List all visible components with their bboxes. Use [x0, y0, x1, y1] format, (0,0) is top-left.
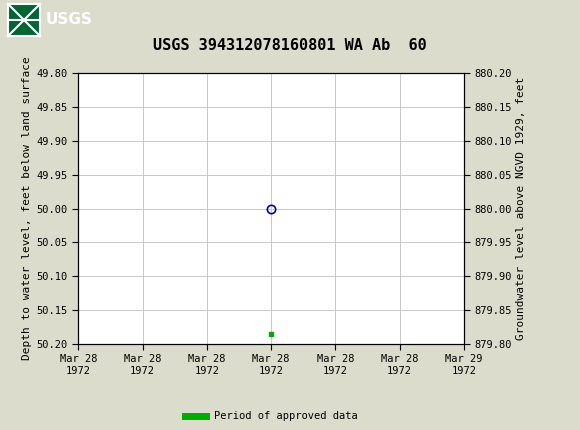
- Text: USGS 394312078160801 WA Ab  60: USGS 394312078160801 WA Ab 60: [153, 38, 427, 52]
- Bar: [8, 4, 40, 36]
- Legend: Period of approved data: Period of approved data: [180, 407, 362, 425]
- Text: USGS: USGS: [46, 12, 93, 28]
- Y-axis label: Depth to water level, feet below land surface: Depth to water level, feet below land su…: [23, 57, 32, 360]
- Y-axis label: Groundwater level above NGVD 1929, feet: Groundwater level above NGVD 1929, feet: [516, 77, 526, 340]
